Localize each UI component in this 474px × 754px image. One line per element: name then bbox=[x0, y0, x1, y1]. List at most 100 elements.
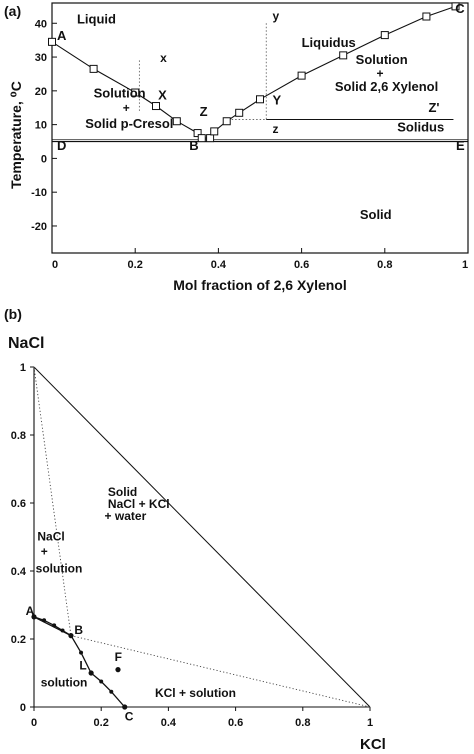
panel-a-axes-frame bbox=[51, 2, 469, 254]
annotation-label: X bbox=[158, 87, 167, 102]
curve-point bbox=[60, 628, 65, 633]
curve-point bbox=[109, 689, 114, 694]
annotation-label: Solution bbox=[356, 52, 408, 67]
panel-b-y-axis-label: NaCl bbox=[8, 335, 44, 352]
annotation-label: Solid 2,6 Xylenol bbox=[335, 79, 438, 94]
x-tick-label: 0.2 bbox=[128, 259, 143, 271]
annotation-label: Solid bbox=[360, 207, 392, 222]
annotation-label: Solution bbox=[94, 86, 146, 101]
y-tick-label: -20 bbox=[31, 221, 47, 233]
y-tick-label: 0 bbox=[41, 153, 47, 165]
y-tick-label: -10 bbox=[31, 187, 47, 199]
annotation-label: + water bbox=[105, 509, 147, 523]
panel-a: (a) 0 0.2 0.4 0.6 0.8 1 -20 -10 0 10 20 30 40 Mol f… bbox=[4, 1, 469, 293]
x-tick-label: 0.6 bbox=[228, 717, 243, 729]
annotation-label: Solidus bbox=[397, 119, 444, 134]
data-point-marker bbox=[193, 129, 202, 138]
panel-b-label: (b) bbox=[4, 306, 22, 322]
curve-point bbox=[52, 623, 57, 628]
panel-a-x-axis-label: Mol fraction of 2,6 Xylenol bbox=[173, 277, 346, 293]
panel-b-x-ticks: 0 0.2 0.4 0.6 0.8 1 bbox=[31, 707, 373, 729]
point-f bbox=[115, 667, 121, 673]
annotation-label: + bbox=[41, 545, 48, 559]
data-point-marker bbox=[380, 31, 389, 40]
y-tick-label: 20 bbox=[35, 86, 47, 98]
x-tick-label: 0.2 bbox=[94, 717, 109, 729]
data-point-marker bbox=[131, 88, 140, 97]
annotation-label: C bbox=[455, 1, 465, 16]
x-tick-label: 0 bbox=[31, 717, 37, 729]
data-point-marker bbox=[172, 117, 181, 126]
x-tick-label: 1 bbox=[462, 259, 468, 271]
annotation-label: E bbox=[456, 138, 465, 153]
tie-line-b-kcl bbox=[70, 635, 371, 708]
panel-b-points bbox=[31, 614, 128, 710]
tie-line-nacl-b bbox=[33, 366, 72, 636]
annotation-label: D bbox=[57, 138, 66, 153]
data-point-marker bbox=[197, 134, 206, 143]
point-l bbox=[88, 670, 94, 676]
annotation-label: NaCl bbox=[37, 529, 64, 543]
x-tick-label: 0.4 bbox=[161, 717, 177, 729]
panel-a-curve bbox=[48, 2, 460, 143]
data-point-marker bbox=[235, 108, 244, 117]
curve-point bbox=[79, 650, 84, 655]
annotation-label: solution bbox=[36, 562, 83, 576]
annotation-label: + bbox=[376, 66, 383, 80]
y-tick-label: 0.2 bbox=[11, 634, 26, 646]
annotation-label: Liquidus bbox=[302, 35, 356, 50]
annotation-label: A bbox=[26, 604, 35, 618]
data-point-marker bbox=[222, 117, 231, 126]
annotation-label: y bbox=[272, 9, 279, 23]
data-point-marker bbox=[256, 95, 264, 104]
panel-a-guides bbox=[52, 23, 468, 143]
y-tick-label: 0 bbox=[20, 702, 26, 714]
annotation-label: F bbox=[115, 650, 122, 664]
annotation-label: Liquid bbox=[77, 11, 116, 26]
panel-a-x-ticks: 0 0.2 0.4 0.6 0.8 1 bbox=[51, 248, 469, 271]
point-c bbox=[122, 704, 128, 710]
annotation-label: C bbox=[125, 710, 134, 724]
data-point-marker bbox=[206, 134, 215, 143]
annotation-label: Z' bbox=[428, 100, 439, 115]
panel-b-axes bbox=[33, 366, 371, 708]
hypotenuse-line bbox=[33, 366, 371, 708]
data-point-marker bbox=[89, 64, 98, 73]
x-tick-label: 0.8 bbox=[295, 717, 310, 729]
annotation-label: B bbox=[189, 138, 198, 153]
data-point-marker bbox=[297, 71, 306, 80]
curve-point bbox=[42, 618, 47, 623]
panel-a-label: (a) bbox=[4, 3, 21, 19]
panel-a-y-axis-label: Temperature, ⁰C bbox=[8, 81, 24, 189]
annotation-label: NaCl + KCl bbox=[108, 497, 170, 511]
panel-b-x-axis-label: KCl bbox=[360, 736, 386, 753]
data-point-marker bbox=[210, 127, 219, 136]
annotation-label: KCl + solution bbox=[155, 686, 236, 700]
data-point-marker bbox=[339, 51, 348, 60]
data-point-marker bbox=[422, 12, 431, 21]
annotation-label: B bbox=[74, 623, 83, 637]
x-tick-label: 0 bbox=[52, 259, 58, 271]
annotation-label: L bbox=[79, 659, 86, 673]
annotation-label: x bbox=[160, 51, 167, 65]
x-tick-label: 0.8 bbox=[377, 259, 392, 271]
y-tick-label: 0.6 bbox=[11, 498, 26, 510]
panel-a-y-ticks: -20 -10 0 10 20 30 40 bbox=[31, 18, 57, 233]
panel-b: (b) NaCl KCl 0 0.2 0.4 0.6 0.8 1 0 0.2 0.4 0.6 0.… bbox=[4, 306, 386, 753]
y-tick-label: 10 bbox=[35, 120, 47, 132]
y-tick-label: 1 bbox=[20, 362, 26, 374]
data-point-marker bbox=[451, 2, 460, 11]
y-tick-label: 0.4 bbox=[11, 566, 27, 578]
x-tick-label: 1 bbox=[367, 717, 373, 729]
point-b bbox=[68, 633, 74, 639]
annotation-label: Y bbox=[272, 92, 281, 107]
annotation-label: Z bbox=[200, 104, 208, 119]
panel-b-y-ticks: 0 0.2 0.4 0.6 0.8 1 bbox=[11, 362, 34, 714]
data-point-marker bbox=[152, 102, 160, 111]
annotation-label: Solid p-Cresol bbox=[85, 116, 173, 131]
annotation-label: + bbox=[123, 101, 130, 115]
annotation-label: Solid bbox=[108, 485, 137, 499]
